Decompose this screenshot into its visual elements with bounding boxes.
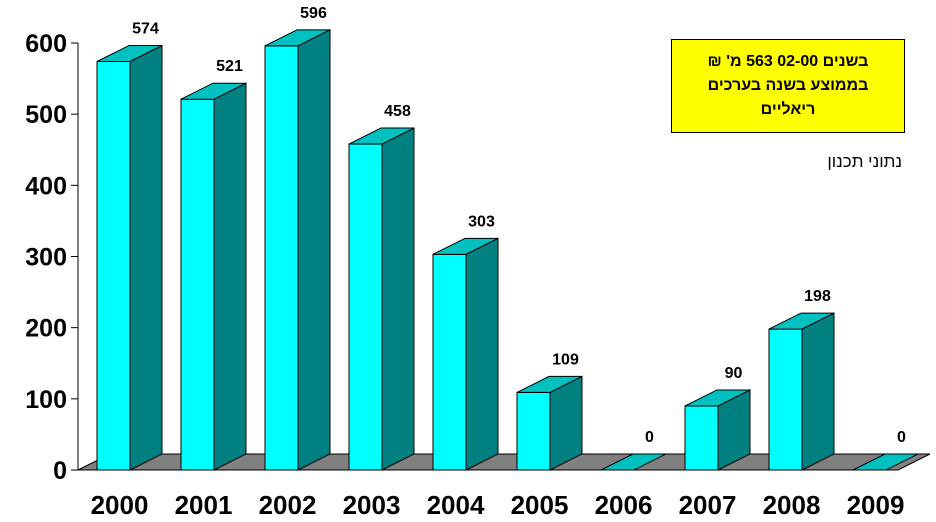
bar-front — [348, 143, 383, 471]
y-tick-label: 500 — [25, 101, 67, 129]
bar-top — [516, 375, 583, 393]
bar-side — [213, 82, 247, 471]
bar-front — [684, 405, 719, 471]
chart-data-labels: 574 521 596 458 303 109 0 90 198 0 — [132, 5, 906, 446]
data-label: 198 — [804, 288, 831, 305]
x-tick-label: 2003 — [343, 490, 401, 520]
bar-top — [432, 237, 499, 255]
bar-front — [180, 98, 215, 471]
bar-front — [96, 61, 131, 471]
bar-side — [801, 312, 835, 471]
annotation-line-2: בממוצע בשנה בערכים — [707, 77, 869, 94]
bar-top — [684, 389, 751, 407]
x-tick-label: 2000 — [91, 490, 149, 520]
y-tick-label: 300 — [25, 244, 67, 272]
x-tick-label: 2004 — [427, 490, 485, 520]
x-tick-label: 2002 — [259, 490, 317, 520]
bar-top — [180, 82, 247, 100]
chart-axes — [71, 42, 79, 471]
bar-side — [381, 127, 415, 471]
bar-top — [264, 29, 331, 47]
bar-top — [852, 453, 919, 471]
x-tick-label: 2008 — [763, 490, 821, 520]
annotation-line-1: בשנים 02-00 563 מ' ₪ — [707, 53, 869, 70]
x-tick-label: 2009 — [847, 490, 905, 520]
bar-side — [129, 44, 163, 471]
data-label: 90 — [725, 365, 743, 382]
data-label: 521 — [216, 58, 243, 75]
y-tick-label: 400 — [25, 172, 67, 200]
data-label: 303 — [468, 213, 495, 230]
data-label: 0 — [645, 429, 654, 446]
data-label: 574 — [132, 21, 159, 38]
x-tick-label: 2007 — [679, 490, 737, 520]
bar-side — [465, 237, 499, 471]
data-label: 0 — [897, 429, 906, 446]
data-label: 458 — [384, 103, 411, 120]
data-label: 596 — [300, 5, 327, 22]
x-tick-label: 2001 — [175, 490, 233, 520]
x-tick-label: 2006 — [595, 490, 653, 520]
y-tick-label: 100 — [25, 386, 67, 414]
y-axis-ticks: 0 100 200 300 400 500 600 — [25, 30, 67, 485]
annotation-box: בשנים 02-00 563 מ' ₪ בממוצע בשנה בערכים … — [671, 39, 905, 133]
bar-front — [432, 253, 467, 471]
bar-side — [297, 29, 331, 471]
chart-bars — [96, 29, 919, 471]
x-tick-label: 2005 — [511, 490, 569, 520]
data-label: 109 — [552, 351, 579, 368]
y-tick-label: 600 — [25, 30, 67, 58]
source-note: נתוני תכנון — [827, 152, 902, 171]
y-tick-label: 200 — [25, 315, 67, 343]
bar-top — [768, 312, 835, 330]
bar-top — [600, 453, 667, 471]
x-axis-ticks: 2000 2001 2002 2003 2004 2005 2006 2007 2008 2009 — [91, 490, 905, 520]
bar-top — [96, 45, 163, 63]
bar-front — [264, 45, 299, 471]
bar-front — [516, 391, 551, 471]
bar-front — [768, 328, 803, 471]
annotation-line-3: ריאליים — [760, 101, 816, 118]
y-tick-label: 0 — [53, 457, 67, 485]
bar-top — [348, 127, 415, 145]
